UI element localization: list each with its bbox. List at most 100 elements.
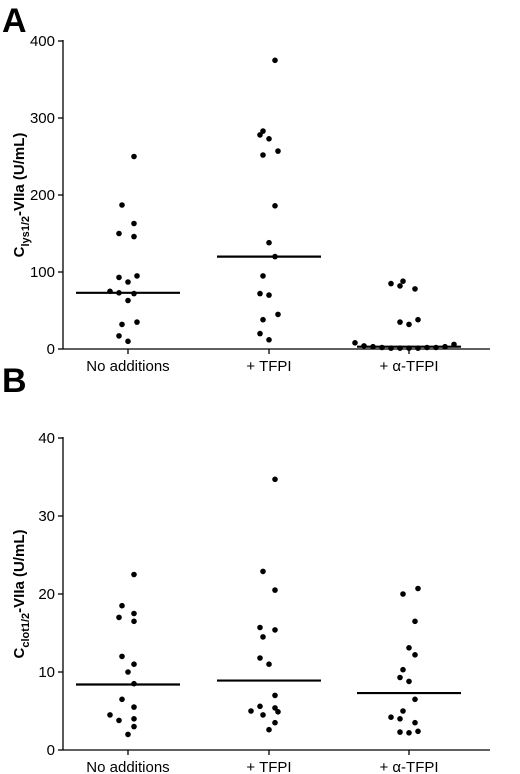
y-tick-label: 200 — [30, 187, 55, 204]
data-point — [260, 152, 266, 158]
data-point — [134, 273, 140, 279]
data-point — [125, 338, 131, 345]
data-point — [248, 708, 254, 714]
data-point — [119, 653, 125, 660]
data-point — [266, 136, 272, 142]
data-point — [415, 585, 421, 592]
data-point — [412, 618, 418, 625]
data-point — [400, 591, 406, 597]
category-label: No additions — [86, 358, 169, 375]
data-point — [107, 712, 113, 718]
data-point — [131, 618, 137, 625]
y-axis-label-base: C — [11, 246, 28, 257]
data-point — [131, 153, 137, 160]
panel-b: B 0 10 20 30 40 No additions + TFPI + α-TFPI Ccl… — [0, 364, 520, 774]
data-point — [116, 230, 122, 237]
y-axis-label-subscript: lys1/2 — [20, 216, 32, 247]
data-point — [415, 316, 421, 323]
data-point — [116, 333, 122, 339]
data-point — [406, 678, 412, 685]
data-point — [266, 661, 272, 667]
data-point — [257, 132, 263, 138]
y-tick-label: 20 — [38, 586, 55, 603]
data-point — [406, 321, 412, 328]
category-label: + α-TFPI — [379, 358, 438, 375]
data-point — [388, 280, 394, 287]
data-point — [412, 696, 418, 703]
data-point — [134, 319, 140, 325]
y-tick-label: 300 — [30, 110, 55, 127]
data-point — [272, 705, 278, 711]
data-point — [266, 337, 272, 343]
data-point — [412, 286, 418, 292]
data-point — [397, 674, 403, 681]
data-point — [260, 316, 266, 323]
y-tick-label: 10 — [38, 664, 55, 681]
data-point — [119, 202, 125, 208]
category-label: + TFPI — [246, 358, 291, 375]
y-axis-label-subscript: clot1/2 — [20, 613, 32, 648]
y-tick-label: 0 — [47, 742, 55, 759]
data-point — [131, 571, 137, 578]
chart-a: 0 100 200 300 400 No additions + TFPI + α-TFPI C… — [11, 33, 490, 375]
y-tick-label: 400 — [30, 33, 55, 50]
data-point — [131, 661, 137, 667]
data-point — [400, 278, 406, 285]
data-point — [272, 587, 278, 593]
panel-label-b: B — [2, 362, 27, 400]
data-point — [260, 712, 266, 718]
category-label: + TFPI — [246, 759, 291, 774]
y-tick-label: 30 — [38, 508, 55, 525]
data-point — [272, 57, 278, 64]
data-point — [266, 726, 272, 733]
data-point — [400, 708, 406, 714]
category-label: + α-TFPI — [379, 759, 438, 774]
data-point — [260, 273, 266, 279]
data-point — [415, 728, 421, 735]
data-point — [257, 290, 263, 297]
data-point — [131, 610, 137, 617]
y-tick-label: 40 — [38, 430, 55, 447]
data-point — [275, 709, 281, 715]
data-point — [131, 704, 137, 710]
data-point — [397, 319, 403, 325]
data-point — [257, 703, 263, 710]
data-point — [260, 128, 266, 134]
data-point — [406, 645, 412, 651]
data-point — [125, 669, 131, 675]
data-point — [406, 730, 412, 736]
data-point — [116, 614, 122, 621]
panel-a: A 0 100 200 300 400 No additions + TFPI + α-TFP… — [0, 0, 520, 380]
data-point — [275, 148, 281, 154]
y-axis-label: Cclot1/2-VIIa (U/mL) — [11, 529, 32, 658]
data-point — [388, 714, 394, 720]
y-axis-label: Clys1/2-VIIa (U/mL) — [11, 133, 32, 258]
data-point — [131, 233, 137, 240]
data-point — [412, 652, 418, 658]
category-label: No additions — [86, 759, 169, 774]
data-point — [116, 274, 122, 281]
data-point — [260, 568, 266, 575]
data-point — [272, 476, 278, 483]
data-point — [125, 279, 131, 285]
data-point — [257, 624, 263, 631]
data-point — [397, 283, 403, 289]
data-point — [125, 297, 131, 304]
y-tick-label: 100 — [30, 264, 55, 281]
data-point — [119, 696, 125, 703]
data-point — [119, 321, 125, 328]
data-point — [266, 292, 272, 298]
data-point — [131, 716, 137, 722]
data-point — [257, 330, 263, 337]
data-point — [131, 723, 137, 730]
data-point — [272, 719, 278, 726]
data-point — [412, 719, 418, 726]
data-point — [272, 203, 278, 209]
data-point — [125, 731, 131, 738]
data-point — [116, 717, 122, 724]
panel-label-a: A — [2, 2, 27, 40]
chart-b: 0 10 20 30 40 No additions + TFPI + α-TFPI Cclot… — [11, 430, 490, 774]
data-point — [272, 627, 278, 633]
data-point — [397, 729, 403, 735]
data-point — [352, 340, 358, 346]
